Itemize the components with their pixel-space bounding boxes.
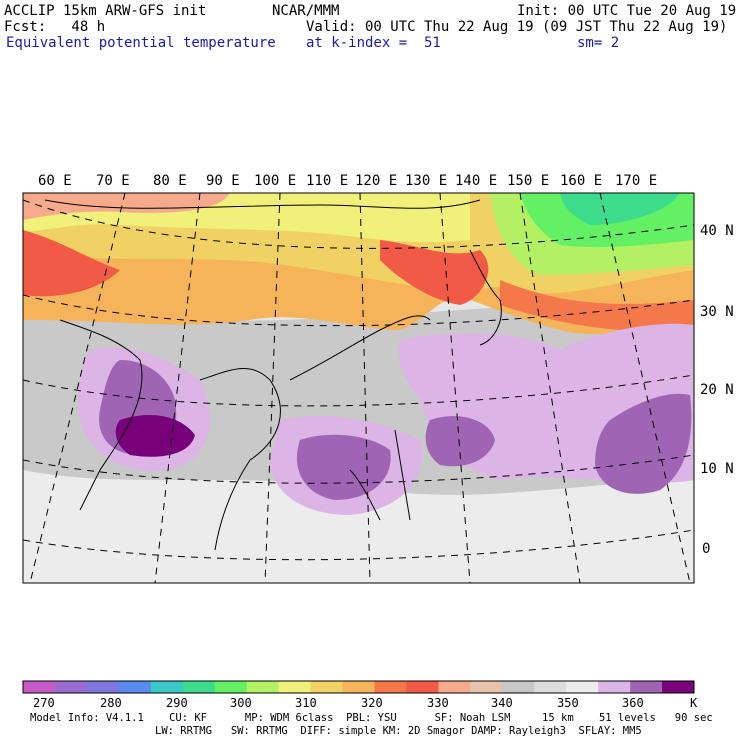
- colorbar-swatch: [598, 681, 631, 693]
- lon-label: 120 E: [355, 173, 397, 189]
- colorbar-swatch: [630, 681, 663, 693]
- field-name: Equivalent potential temperature: [6, 35, 276, 51]
- model-info: Model Info: V4.1.1 CU: KF MP: WDM 6class…: [30, 712, 713, 724]
- colorbar-swatch: [118, 681, 152, 693]
- colorbar-swatch: [342, 681, 375, 693]
- colorbar-label: 320: [361, 696, 383, 710]
- model-physics: LW: RRTMG SW: RRTMG DIFF: simple KM: 2D …: [155, 725, 642, 737]
- lon-label: 100 E: [254, 173, 296, 189]
- lon-label: 60 E: [38, 173, 72, 189]
- lon-label: 110 E: [306, 173, 348, 189]
- colorbar-swatch: [278, 681, 311, 693]
- colorbar-swatch: [566, 681, 599, 693]
- colorbar-swatch: [182, 681, 216, 693]
- lat-label: 20 N: [700, 382, 734, 398]
- lat-lon-grid: [23, 193, 694, 583]
- colorbar-label: 280: [100, 696, 122, 710]
- colorbar-swatch: [662, 681, 695, 693]
- colorbar-swatch: [86, 681, 120, 693]
- model-title: ACCLIP 15km ARW-GFS init: [4, 3, 207, 19]
- colorbar-swatch: [534, 681, 567, 693]
- valid-time: Valid: 00 UTC Thu 22 Aug 19 (09 JST Thu …: [306, 19, 728, 35]
- colorbar-swatch: [406, 681, 439, 693]
- lat-label: 30 N: [700, 304, 734, 320]
- map-field: [23, 193, 694, 583]
- lon-label: 80 E: [153, 173, 187, 189]
- lat-label: 0: [702, 541, 710, 557]
- lon-label: 170 E: [615, 173, 657, 189]
- lon-label: 130 E: [405, 173, 447, 189]
- colorbar-swatch: [502, 681, 535, 693]
- colorbar-label: 300: [230, 696, 252, 710]
- colorbar-label: 290: [166, 696, 188, 710]
- colorbar-swatch: [310, 681, 343, 693]
- lon-label: 140 E: [455, 173, 497, 189]
- colorbar-label: 350: [557, 696, 579, 710]
- lon-label: 150 E: [507, 173, 549, 189]
- smoothing: sm= 2: [577, 35, 620, 51]
- lat-label: 10 N: [700, 461, 734, 477]
- colorbar-swatch: [438, 681, 471, 693]
- lon-label: 70 E: [96, 173, 130, 189]
- init-time: Init: 00 UTC Tue 20 Aug 19: [517, 3, 737, 19]
- level-index: at k-index = 51: [306, 35, 441, 51]
- colorbar-swatch: [246, 681, 279, 693]
- colorbar-label: 340: [491, 696, 513, 710]
- lat-label: 40 N: [700, 223, 734, 239]
- colorbar-swatch: [214, 681, 247, 693]
- coastlines: [44, 199, 502, 551]
- organization: NCAR/MMM: [272, 3, 340, 19]
- lon-label: 160 E: [560, 173, 602, 189]
- colorbar-label: 310: [295, 696, 317, 710]
- colorbar-swatch: [54, 681, 88, 693]
- map-frame: [22, 192, 695, 584]
- colorbar-swatch: [150, 681, 184, 693]
- colorbar-label: 330: [427, 696, 449, 710]
- colorbar-frame: [22, 680, 695, 694]
- colorbar-swatch: [374, 681, 407, 693]
- colorbar: [22, 680, 695, 694]
- colorbar-unit: K: [690, 696, 698, 710]
- lon-label: 90 E: [206, 173, 240, 189]
- forecast-hour: Fcst: 48 h: [4, 19, 106, 35]
- colorbar-label: 360: [622, 696, 644, 710]
- colorbar-swatch: [23, 681, 56, 693]
- colorbar-label: 270: [33, 696, 55, 710]
- colorbar-swatch: [470, 681, 503, 693]
